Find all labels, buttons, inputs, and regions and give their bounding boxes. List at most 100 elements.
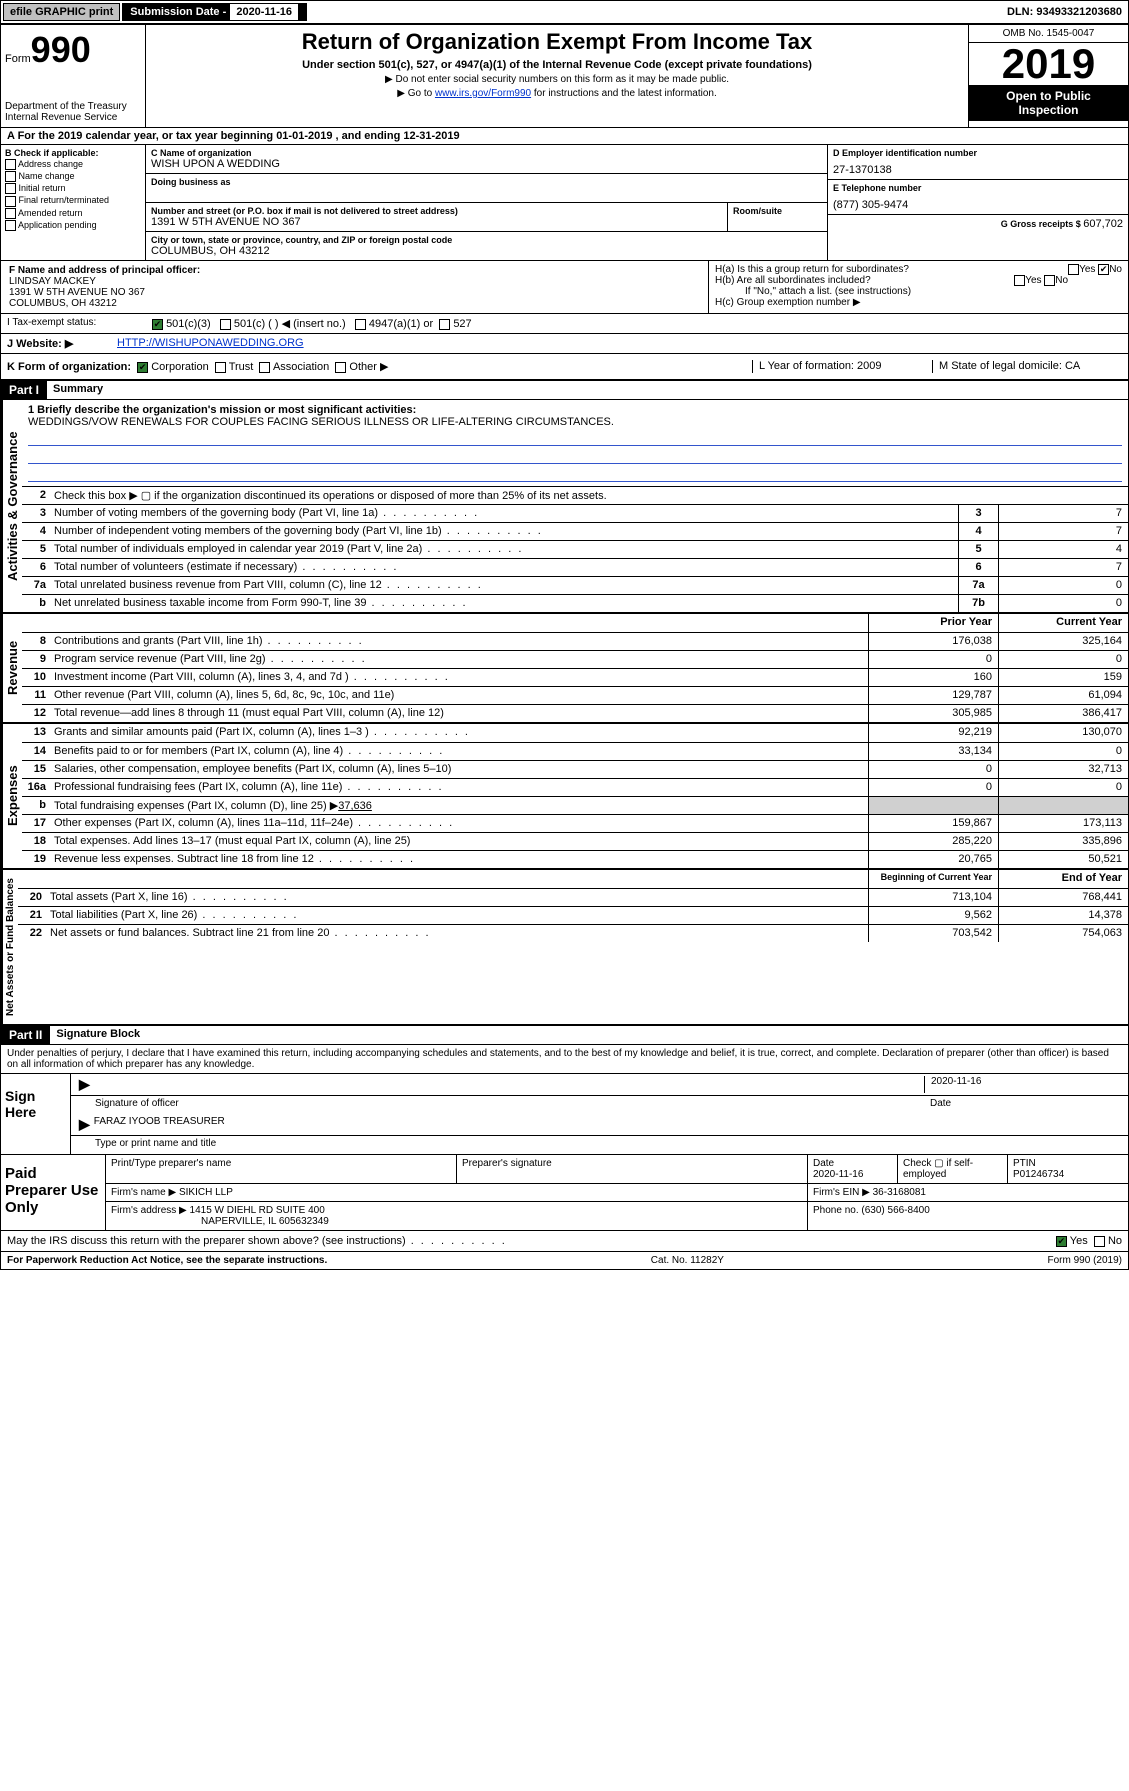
row-i-tax-status: I Tax-exempt status: 501(c)(3) 501(c) ( … [1,314,1128,334]
ein-value: 27-1370138 [833,164,1123,176]
line-7b: Net unrelated business taxable income fr… [50,595,958,612]
initial-return-checkbox[interactable]: Initial return [5,183,141,194]
line-8: Contributions and grants (Part VIII, lin… [50,633,868,650]
firm-name: SIKICH LLP [179,1187,233,1198]
line-10: Investment income (Part VIII, column (A)… [50,669,868,686]
line-11: Other revenue (Part VIII, column (A), li… [50,687,868,704]
signature-officer-label: Signature of officer [95,1098,924,1112]
amended-return-checkbox[interactable]: Amended return [5,208,141,219]
dba-label: Doing business as [151,177,822,187]
sign-here-section: Sign Here ▶ 2020-11-16 Signature of offi… [1,1074,1128,1154]
row-k-org-form: K Form of organization: Corporation Trus… [1,354,1128,381]
line-6: Total number of volunteers (estimate if … [50,559,958,576]
org-name-label: C Name of organization [151,148,822,158]
firm-phone: (630) 566-8400 [861,1205,929,1216]
state-domicile: M State of legal domicile: CA [932,360,1122,373]
officer-section: F Name and address of principal officer:… [1,261,1128,314]
vtab-revenue: Revenue [1,614,22,722]
h-b-note: If "No," attach a list. (see instruction… [715,286,1122,297]
tax-period: A For the 2019 calendar year, or tax yea… [1,128,1128,145]
line-7a-value: 0 [998,577,1128,594]
paperwork-notice: For Paperwork Reduction Act Notice, see … [7,1255,327,1266]
final-return-checkbox[interactable]: Final return/terminated [5,195,141,206]
preparer-sig-label: Preparer's signature [457,1155,808,1184]
line-18: Total expenses. Add lines 13–17 (must eq… [50,833,868,850]
efile-print-button[interactable]: efile GRAPHIC print [3,3,120,21]
self-employed-check[interactable]: Check ▢ if self-employed [898,1155,1008,1184]
part-i-header: Part I Summary [1,381,1128,400]
cat-number: Cat. No. 11282Y [651,1255,724,1266]
dept-treasury: Department of the Treasury [5,101,141,112]
arrow-icon: ▶ [75,1076,94,1093]
identity-section: B Check if applicable: Address change Na… [1,145,1128,261]
city-state-zip: COLUMBUS, OH 43212 [151,245,822,257]
room-label: Room/suite [733,206,822,216]
line-21: Total liabilities (Part X, line 26) [46,907,868,924]
row-j-website: J Website: ▶ HTTP://WISHUPONAWEDDING.ORG [1,334,1128,354]
ein-label: D Employer identification number [833,148,1123,158]
name-change-checkbox[interactable]: Name change [5,171,141,182]
open-to-public: Open to PublicInspection [969,85,1128,121]
line-5-value: 4 [998,541,1128,558]
line-17: Other expenses (Part IX, column (A), lin… [50,815,868,832]
dln-value: DLN: 93493321203680 [1001,4,1128,20]
address-change-checkbox[interactable]: Address change [5,159,141,170]
perjury-declaration: Under penalties of perjury, I declare th… [1,1045,1128,1074]
top-bar: efile GRAPHIC print Submission Date - 20… [1,1,1128,25]
line-16a: Professional fundraising fees (Part IX, … [50,779,868,796]
irs-label: Internal Revenue Service [5,112,141,123]
phone-label: E Telephone number [833,183,1123,193]
vtab-net-assets: Net Assets or Fund Balances [1,870,18,1024]
part-ii-header: Part II Signature Block [1,1026,1128,1045]
prior-year-header: Prior Year [868,614,998,632]
street-label: Number and street (or P.O. box if mail i… [151,206,722,216]
ssn-warning: ▶ Do not enter social security numbers o… [154,74,960,85]
line-15: Salaries, other compensation, employee b… [50,761,868,778]
city-label: City or town, state or province, country… [151,235,822,245]
discuss-row: May the IRS discuss this return with the… [1,1230,1128,1251]
date-label: Date [924,1098,1124,1112]
website-link[interactable]: HTTP://WISHUPONAWEDDING.ORG [117,337,304,349]
line-3-value: 7 [998,505,1128,522]
line-7b-value: 0 [998,595,1128,612]
line-7a: Total unrelated business revenue from Pa… [50,577,958,594]
mission-block: 1 Briefly describe the organization's mi… [22,400,1128,486]
501c3-checkbox[interactable] [152,319,163,330]
line-9: Program service revenue (Part VIII, line… [50,651,868,668]
application-pending-checkbox[interactable]: Application pending [5,220,141,231]
submission-date-label: Submission Date - 2020-11-16 [122,3,307,21]
phone-value: (877) 305-9474 [833,199,1123,211]
street-address: 1391 W 5TH AVENUE NO 367 [151,216,722,228]
goto-instructions: ▶ Go to www.irs.gov/Form990 for instruct… [154,88,960,99]
col-b-checkboxes: B Check if applicable: Address change Na… [1,145,146,260]
irs-link[interactable]: www.irs.gov/Form990 [435,88,531,99]
line-16b: Total fundraising expenses (Part IX, col… [50,797,868,814]
vtab-expenses: Expenses [1,724,22,868]
tax-year: 2019 [969,43,1128,85]
h-a-group-return: H(a) Is this a group return for subordin… [715,264,1122,275]
line-13: Grants and similar amounts paid (Part IX… [50,724,868,742]
gross-receipts-label: G Gross receipts $ [1001,219,1084,229]
ptin-value: P01246734 [1013,1169,1123,1180]
print-name-label: Type or print name and title [95,1138,216,1152]
line-20: Total assets (Part X, line 16) [46,889,868,906]
paid-preparer-section: Paid Preparer Use Only Print/Type prepar… [1,1154,1128,1230]
officer-addr1: 1391 W 5TH AVENUE NO 367 [9,287,700,298]
line-4: Number of independent voting members of … [50,523,958,540]
line-5: Total number of individuals employed in … [50,541,958,558]
vtab-activities-governance: Activities & Governance [1,400,22,612]
footer: For Paperwork Reduction Act Notice, see … [1,1251,1128,1269]
form-ref: Form 990 (2019) [1048,1255,1122,1266]
form-title: Return of Organization Exempt From Incom… [154,29,960,55]
corporation-checkbox[interactable] [137,362,148,373]
discuss-yes-checkbox[interactable] [1056,1236,1067,1247]
gross-receipts-value: 607,702 [1083,218,1123,230]
line-3: Number of voting members of the governin… [50,505,958,522]
line-6-value: 7 [998,559,1128,576]
paid-preparer-label: Paid Preparer Use Only [1,1155,106,1230]
mission-text: WEDDINGS/VOW RENEWALS FOR COUPLES FACING… [28,416,1122,428]
begin-year-header: Beginning of Current Year [868,870,998,888]
arrow-icon: ▶ [75,1116,94,1133]
officer-label: F Name and address of principal officer: [9,265,700,276]
line-14: Benefits paid to or for members (Part IX… [50,743,868,760]
